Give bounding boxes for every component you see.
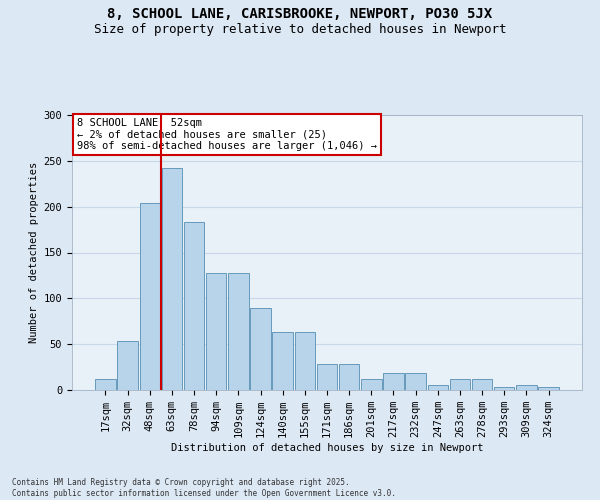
Bar: [516, 386, 536, 390]
Bar: [538, 387, 559, 390]
Bar: [118, 342, 138, 390]
Bar: [206, 272, 226, 390]
Text: Contains HM Land Registry data © Crown copyright and database right 2025.
Contai: Contains HM Land Registry data © Crown c…: [12, 478, 396, 498]
Bar: [361, 379, 382, 390]
Bar: [472, 379, 493, 390]
Y-axis label: Number of detached properties: Number of detached properties: [29, 162, 40, 343]
Bar: [250, 308, 271, 390]
Bar: [339, 364, 359, 390]
Bar: [161, 168, 182, 390]
Bar: [317, 364, 337, 390]
Bar: [140, 203, 160, 390]
Bar: [406, 372, 426, 390]
Bar: [272, 332, 293, 390]
X-axis label: Distribution of detached houses by size in Newport: Distribution of detached houses by size …: [171, 443, 483, 453]
Bar: [450, 379, 470, 390]
Bar: [428, 386, 448, 390]
Bar: [295, 332, 315, 390]
Bar: [228, 272, 248, 390]
Text: 8, SCHOOL LANE, CARISBROOKE, NEWPORT, PO30 5JX: 8, SCHOOL LANE, CARISBROOKE, NEWPORT, PO…: [107, 8, 493, 22]
Bar: [95, 379, 116, 390]
Bar: [494, 387, 514, 390]
Bar: [383, 372, 404, 390]
Text: Size of property relative to detached houses in Newport: Size of property relative to detached ho…: [94, 22, 506, 36]
Bar: [184, 222, 204, 390]
Text: 8 SCHOOL LANE: 52sqm
← 2% of detached houses are smaller (25)
98% of semi-detach: 8 SCHOOL LANE: 52sqm ← 2% of detached ho…: [77, 118, 377, 151]
